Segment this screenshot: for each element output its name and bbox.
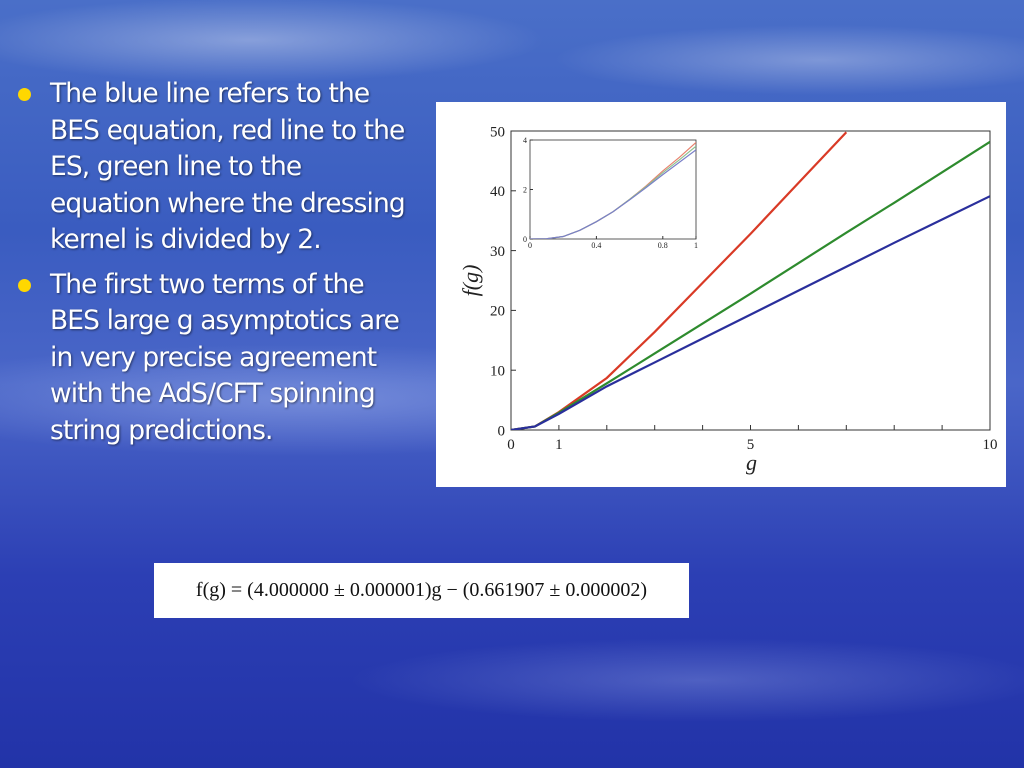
y-tick-label: 20 (490, 304, 505, 320)
x-axis-label: g (746, 450, 757, 475)
bullet-text: The blue line refers to the BES equation… (50, 78, 406, 255)
series-line (530, 149, 696, 239)
x-tick-label: 10 (983, 437, 998, 453)
x-tick-label: 0 (528, 241, 532, 250)
x-tick-label: 1 (694, 241, 698, 250)
y-tick-label: 0 (498, 423, 506, 439)
y-tick-label: 0 (523, 235, 527, 244)
chart-image: 0 10 20 30 40 50 0 1 5 10 g f(g) 0 2 4 0 0.4 0.8 1 (436, 102, 1006, 487)
y-tick-label: 4 (523, 136, 527, 145)
bullet-text: The first two terms of the BES large g a… (50, 268, 400, 446)
y-tick-label: 50 (490, 124, 505, 140)
bullet-dot (18, 278, 31, 292)
series-line (511, 195, 990, 430)
bullet-list: The blue line refers to the BES equation… (14, 76, 409, 457)
x-tick-label: 5 (747, 437, 755, 453)
x-tick-label: 0 (507, 437, 515, 453)
bullet: The blue line refers to the BES equation… (14, 76, 409, 259)
y-axis-label: f(g) (458, 265, 483, 297)
y-tick-label: 30 (490, 244, 505, 260)
inset-background (528, 138, 698, 241)
y-tick-label: 40 (490, 184, 505, 200)
y-tick-label: 2 (523, 185, 527, 194)
bullet: The first two terms of the BES large g a… (14, 267, 409, 450)
x-tick-label: 1 (555, 437, 563, 453)
x-tick-label: 0.4 (591, 241, 601, 250)
x-tick-label: 0.8 (658, 241, 668, 250)
y-tick-label: 10 (490, 363, 505, 379)
bullet-dot (18, 88, 31, 101)
formula: f(g) = (4.000000 ± 0.000001)g − (0.66190… (154, 563, 689, 618)
